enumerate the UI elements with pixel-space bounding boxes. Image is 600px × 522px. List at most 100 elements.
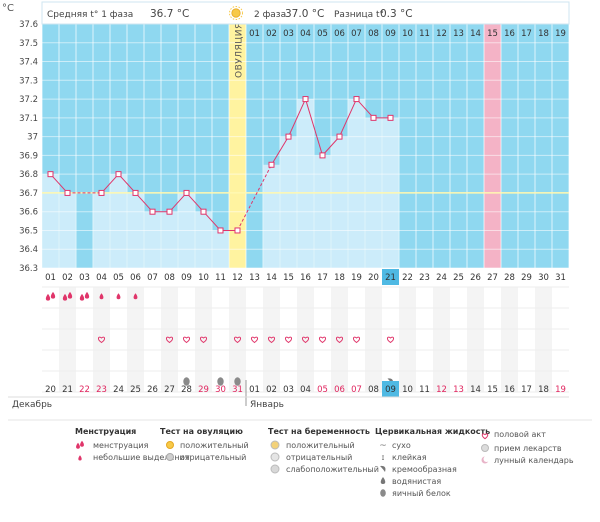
calendar-column-shade xyxy=(263,287,280,392)
temperature-line-segment xyxy=(186,192,204,213)
intercourse-heart-icon xyxy=(234,336,241,344)
calendar-column-shade xyxy=(59,287,76,392)
x-tick-label: 27 xyxy=(487,273,498,283)
temperature-line-segment xyxy=(101,173,119,194)
temperature-point xyxy=(183,189,190,196)
phase2-day-label: 12 xyxy=(436,29,447,39)
phase2-value: 37.0 °C xyxy=(285,8,324,20)
ovulation-column xyxy=(229,24,246,268)
x-tick-label: 04 xyxy=(96,273,107,283)
temperature-bar xyxy=(297,99,314,268)
calendar-date-label: 06 xyxy=(334,385,345,395)
temperature-line-segment xyxy=(339,98,357,137)
temperature-point xyxy=(166,208,173,215)
x-tick-label: 09 xyxy=(181,273,192,283)
x-tick-label: 13 xyxy=(249,273,260,283)
x-tick-label: 23 xyxy=(419,273,430,283)
phase2-day-label: 06 xyxy=(334,29,345,39)
intercourse-heart-icon xyxy=(98,336,105,344)
legend-item: слабоположительный xyxy=(286,465,379,474)
phase2-day-label: 14 xyxy=(470,29,481,39)
intercourse-heart-icon xyxy=(285,336,292,344)
x-tick-label: 26 xyxy=(470,273,481,283)
x-tick-label: 24 xyxy=(436,273,447,283)
calendar-date-label: 27 xyxy=(164,385,175,395)
y-tick-label: 37.1 xyxy=(19,114,38,124)
temperature-bar xyxy=(263,164,280,268)
calendar-date-label: 24 xyxy=(113,385,124,395)
calendar-column-shade xyxy=(535,287,552,392)
temperature-point xyxy=(47,171,54,178)
diff-value: 0.3 °C xyxy=(380,8,413,20)
phase2-day-label: 07 xyxy=(351,29,362,39)
y-tick-label: 36.4 xyxy=(19,245,38,255)
intercourse-heart-icon xyxy=(336,336,343,344)
calendar-date-label: 09 xyxy=(385,385,396,395)
temperature-line-segment xyxy=(271,136,289,166)
legend-positive-ovulation-icon xyxy=(166,441,174,449)
intercourse-heart-icon xyxy=(251,336,258,344)
calendar-date-label: 14 xyxy=(470,385,481,395)
menstruation-drop-icon xyxy=(45,293,51,301)
chart-header: °C Средняя t° 1 фаза 36.7 °C 2 фаза 37.0… xyxy=(2,1,570,25)
legend-item: положительный xyxy=(180,441,249,450)
menstruation-drop-icon xyxy=(67,291,73,299)
plot-area: ОВУЛЯЦИЯ 01 02 03 04 05 06 07 08 09 10 11 12 13 14 15 16… xyxy=(41,22,570,269)
calendar-date-label: 05 xyxy=(317,385,328,395)
x-tick-label: 22 xyxy=(402,273,413,283)
legend-item: яичный белок xyxy=(392,489,451,498)
y-tick-label: 36.6 xyxy=(19,208,38,218)
calendar-column-shade xyxy=(399,287,416,392)
calendar-column-shade xyxy=(93,287,110,392)
phase2-day-label: 08 xyxy=(368,29,379,39)
legend-moon-icon-mask xyxy=(483,456,490,462)
calendar-column-shade xyxy=(127,287,144,392)
phase2-day-label: 09 xyxy=(385,29,396,39)
calendar-date-label: 22 xyxy=(79,385,90,395)
temperature-line-segment xyxy=(169,192,187,213)
calendar-date-label: 30 xyxy=(215,385,226,395)
spotting-drop-icon xyxy=(133,293,138,300)
phase1-value: 36.7 °C xyxy=(150,8,189,20)
calendar-column-shade xyxy=(433,287,450,392)
temperature-point xyxy=(353,96,360,103)
temperature-point xyxy=(302,96,309,103)
legend-negative-ovulation-icon xyxy=(166,453,174,461)
temperature-line-segment xyxy=(288,98,306,137)
calendar-date-label: 19 xyxy=(555,385,566,395)
legend-menstruation-icon xyxy=(80,440,84,447)
phase2-label: 2 фаза xyxy=(254,10,286,20)
y-tick-label: 37.2 xyxy=(19,95,38,105)
legend-title-menstruation: Менструация xyxy=(75,427,136,436)
calendar-date-label: 07 xyxy=(351,385,362,395)
x-tick-label: 18 xyxy=(334,273,345,283)
legend-menstruation-icon xyxy=(76,442,80,449)
temperature-point xyxy=(217,227,224,234)
temperature-point xyxy=(319,152,326,159)
legend-spotting-icon xyxy=(78,455,82,461)
intercourse-heart-icon xyxy=(302,336,309,344)
legend-item: прием лекарств xyxy=(494,444,562,453)
phase2-day-label: 17 xyxy=(521,29,532,39)
intercourse-heart-icon xyxy=(166,336,173,344)
menstruation-drop-icon xyxy=(79,293,85,301)
phase2-day-label: 19 xyxy=(555,29,566,39)
phase2-day-label: 18 xyxy=(538,29,549,39)
egg-white-fluid-icon xyxy=(234,377,241,386)
x-tick-label: 19 xyxy=(351,273,362,283)
x-tick-label: 05 xyxy=(113,273,124,283)
calendar-date-label: 08 xyxy=(368,385,379,395)
temperature-bar xyxy=(195,211,212,268)
y-tick-label: 37.3 xyxy=(19,76,38,86)
phase2-day-label: 13 xyxy=(453,29,464,39)
temperature-point xyxy=(268,161,275,168)
intercourse-heart-icon xyxy=(200,336,207,344)
phase2-day-label: 10 xyxy=(402,29,413,39)
legend-item: клейкая xyxy=(392,453,427,462)
temperature-line-segment xyxy=(322,136,340,156)
intercourse-heart-icon xyxy=(319,336,326,344)
phase2-day-label: 11 xyxy=(419,29,430,39)
menstruation-drop-icon xyxy=(84,291,90,299)
temperature-point xyxy=(149,208,156,215)
spotting-drop-icon xyxy=(116,293,121,300)
